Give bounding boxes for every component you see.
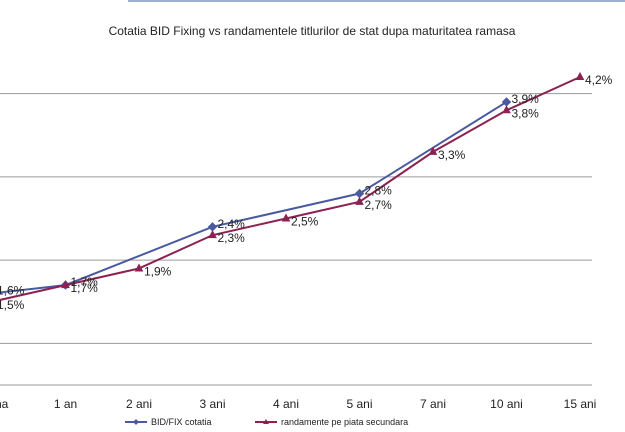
x-tick-label: 15 ani [564,397,597,411]
legend-label: randamente pe piata secundara [281,417,408,427]
data-point-triangle [575,71,585,80]
legend-marker [133,419,139,425]
data-point-triangle [134,263,144,272]
data-label: 4,2% [585,73,613,87]
series-layer [0,71,585,301]
legend-marker [263,419,269,424]
data-label: 2,4% [218,217,246,231]
data-label: 1,5% [0,298,25,312]
data-label: 3,8% [512,106,540,120]
top-accent-bar [128,0,625,2]
x-axis: 1 luna 1 an 2 ani 3 ani 4 ani 5 ani 7 ani 10 an… [0,397,596,411]
legend-label: BID/FIX cotatia [151,417,212,427]
x-tick-label: 1 luna [0,397,9,411]
x-tick-label: 2 ani [126,397,152,411]
gridlines [0,93,592,386]
data-point-triangle [355,196,364,205]
data-point-triangle [61,280,70,289]
chart-title: Cotatia BID Fixing vs randamentele titlu… [109,24,516,38]
data-label: 1,9% [144,264,172,278]
x-tick-label: 1 an [54,397,77,411]
data-label: 2,3% [218,231,246,245]
data-label: 1,7% [71,275,99,289]
legend: BID/FIX cotatia randamente pe piata secun… [125,417,408,427]
x-tick-label: 7 ani [420,397,446,411]
x-tick-label: 4 ani [273,397,299,411]
data-label: 3,3% [438,148,466,162]
data-labels: 1,6% 1,7% 2,4% 2,8% 3,9% 1,5% 1,7% 1,9% 2,3% 2,5%… [0,73,613,312]
data-label: 3,9% [512,92,540,106]
data-label: 1,7% [71,281,99,295]
data-label: 2,8% [365,184,393,198]
data-point-triangle [428,146,438,155]
data-point-triangle [502,105,511,114]
series-line [0,101,508,294]
data-label: 1,6% [0,283,25,297]
x-tick-label: 3 ani [199,397,225,411]
x-tick-label: 10 ani [490,397,523,411]
data-point-diamond [207,222,218,232]
data-point-triangle [281,213,291,222]
data-point-triangle [208,230,217,239]
data-label: 2,7% [365,198,393,212]
data-label: 2,5% [291,215,319,229]
x-tick-label: 5 ani [346,397,372,411]
